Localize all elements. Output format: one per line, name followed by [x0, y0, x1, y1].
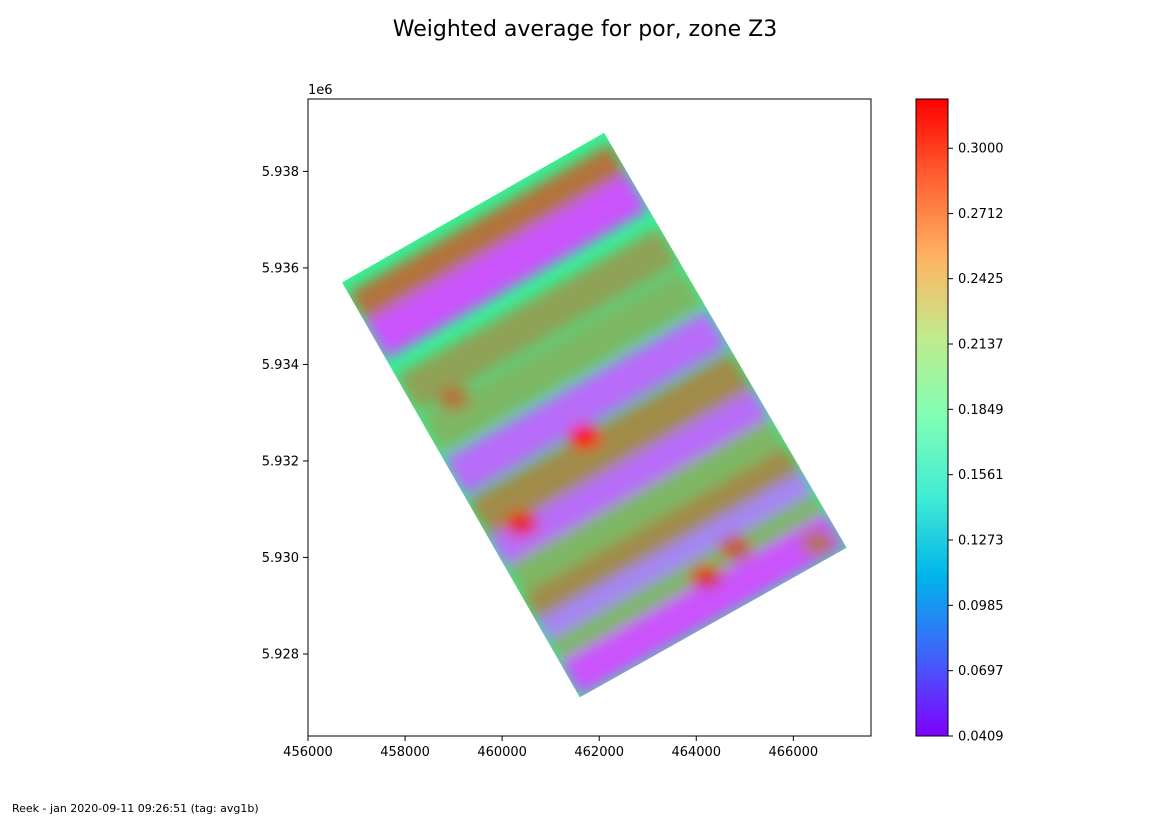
heatmap-hotspot — [801, 530, 834, 555]
plot-area — [307, 98, 872, 737]
x-tick-label: 458000 — [380, 745, 430, 760]
colorbar-tick-label: 0.2137 — [958, 338, 1004, 353]
heatmap-hotspot — [437, 386, 470, 411]
y-axis: 5.928 5.930 5.932 5.934 5.936 5.938 — [262, 165, 308, 662]
footer-text: Reek - jan 2020-09-11 09:26:51 (tag: avg… — [12, 802, 259, 815]
heatmap-band — [395, 226, 681, 414]
colorbar-tick-label: 0.2712 — [958, 207, 1004, 222]
heatmap-hotspot — [568, 424, 601, 449]
colorbar-frame — [915, 98, 949, 737]
colorbar-ticks: 0.0409 0.0697 0.0985 0.1273 0.1561 0.1849 0.21… — [948, 142, 1004, 745]
colorbar: 0.0409 0.0697 0.0985 0.1273 0.1561 0.1849 0.21… — [915, 98, 1004, 745]
heatmap-hotspot — [719, 535, 752, 560]
colorbar-tick-label: 0.1561 — [958, 468, 1004, 483]
colorbar-fill — [916, 99, 948, 736]
y-offset-label: 1e6 — [308, 83, 333, 98]
heatmap-region — [342, 132, 847, 698]
heatmap-band — [364, 172, 649, 360]
chart-title: Weighted average for por, zone Z3 — [393, 17, 777, 42]
colorbar-tick-label: 0.1849 — [958, 403, 1004, 418]
heatmap-band — [488, 388, 776, 575]
x-tick-label: 460000 — [477, 745, 527, 760]
y-tick-label: 5.930 — [262, 551, 299, 566]
heatmap-band — [419, 267, 705, 455]
x-tick-label: 464000 — [671, 745, 721, 760]
heatmap-band — [559, 512, 847, 698]
heatmap-band — [347, 143, 632, 331]
heatmap-band — [443, 309, 729, 497]
y-tick-label: 5.928 — [262, 647, 299, 662]
x-tick-label: 466000 — [769, 745, 819, 760]
y-tick-label: 5.936 — [262, 261, 299, 276]
x-tick-label: 456000 — [283, 745, 333, 760]
plot-frame — [307, 98, 872, 737]
heatmap-band — [504, 417, 793, 604]
heatmap-hotspot — [505, 511, 538, 536]
heatmap-band — [521, 446, 810, 634]
x-tick-label: 462000 — [574, 745, 624, 760]
heatmap-cells — [342, 132, 847, 698]
y-tick-label: 5.932 — [262, 454, 299, 469]
colorbar-tick-label: 0.0697 — [958, 664, 1004, 679]
heatmap-bands — [347, 143, 847, 698]
colorbar-tick-label: 0.0985 — [958, 599, 1004, 614]
x-axis: 456000 458000 460000 462000 464000 466000 — [283, 736, 818, 760]
y-tick-label: 5.934 — [262, 358, 299, 373]
colorbar-tick-label: 0.1273 — [958, 534, 1004, 549]
colorbar-tick-label: 0.2425 — [958, 272, 1004, 287]
colorbar-tick-label: 0.3000 — [958, 142, 1004, 157]
y-tick-label: 5.938 — [262, 165, 299, 180]
heatmap-hotspot — [689, 564, 722, 589]
heatmap-band — [466, 350, 754, 538]
colorbar-tick-label: 0.0409 — [958, 730, 1004, 745]
